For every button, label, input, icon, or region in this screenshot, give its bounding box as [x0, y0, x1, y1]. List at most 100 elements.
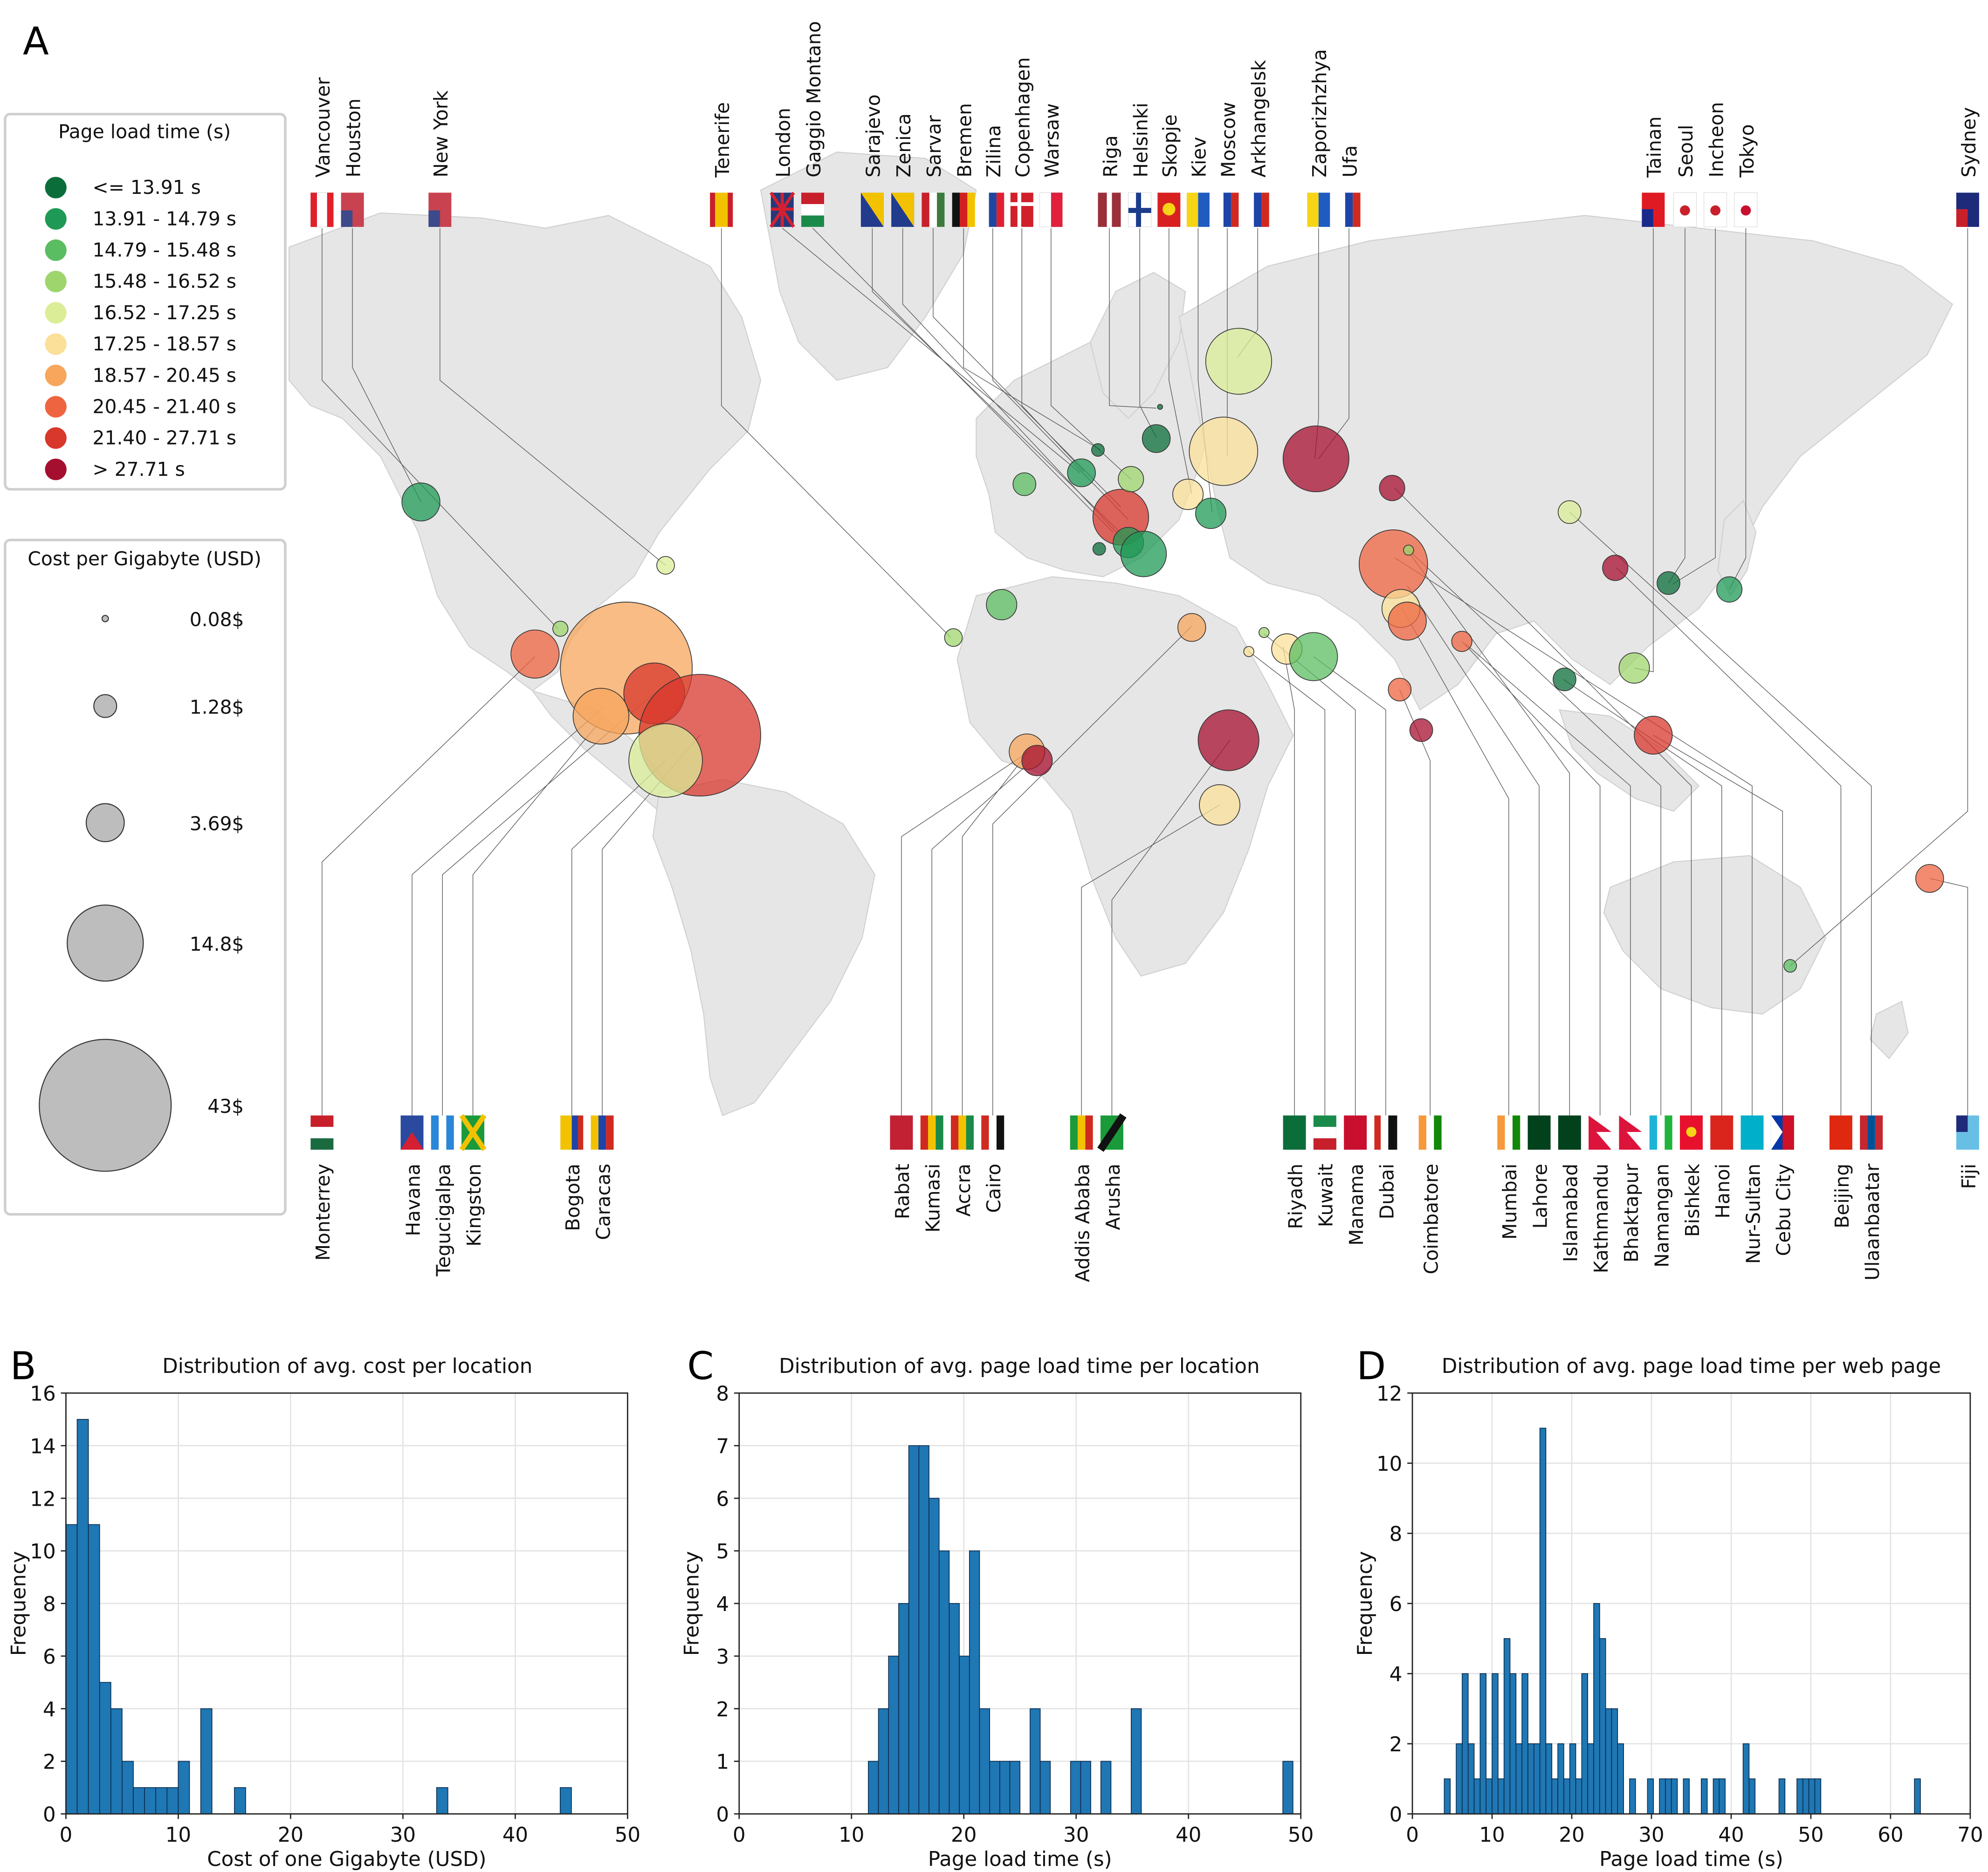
y-tick-label: 2 [1390, 1733, 1403, 1756]
legend-page-load-label: 18.57 - 20.45 s [93, 364, 236, 386]
flag-kyrgyzstan-sun [1686, 1127, 1697, 1137]
histogram-bar [1282, 1761, 1293, 1815]
histogram-bar [1515, 1743, 1522, 1815]
flag-russia [1216, 192, 1224, 227]
flag-taiwan-canton [1642, 209, 1653, 227]
bubble-copenhagen [1091, 443, 1105, 457]
flag-pakistan [1527, 1115, 1551, 1150]
flag-russia-red [1353, 192, 1361, 227]
flag-hungary-green [937, 192, 945, 227]
flag-tanzania-band [1097, 1113, 1127, 1152]
x-tick-label: 10 [839, 1824, 864, 1847]
flag-uzbekistan-blue [1649, 1115, 1658, 1150]
flag-india-white [1426, 1115, 1434, 1150]
x-tick-label: 50 [1288, 1824, 1314, 1847]
histogram-bar [1563, 1778, 1570, 1815]
histogram-bar [1539, 1427, 1547, 1815]
city-label-bottom: Addis Ababa [1071, 1164, 1094, 1282]
leader-line [1653, 735, 1783, 1116]
flag-slovakia-blue [989, 192, 997, 227]
bubble-kuwait [1259, 627, 1270, 638]
city-label-bottom: Kumasi [922, 1164, 944, 1233]
flag-poland-red [1051, 192, 1063, 227]
legend-page-load-marker [45, 177, 67, 199]
flag-colombia-red [578, 1115, 584, 1150]
flag-china [1829, 1115, 1852, 1150]
bubble-vancouver [401, 482, 440, 521]
histogram-bar [1569, 1743, 1576, 1815]
bubble-kathmandu [1451, 631, 1472, 652]
landmass-japan [1717, 500, 1757, 597]
flag-spain-red [728, 192, 733, 227]
flag-italy-green [801, 215, 824, 227]
histogram-bar [1492, 1673, 1499, 1815]
city-label-top: London [772, 108, 795, 178]
histogram-bar [938, 1550, 950, 1815]
histogram-bar [1551, 1778, 1558, 1815]
city-label-top: New York [430, 90, 452, 178]
bubble-kiev [1172, 479, 1204, 510]
bubble-london [1012, 472, 1037, 496]
leader-line [1929, 878, 1968, 1116]
histogram-bar [1778, 1778, 1786, 1815]
city-label-bottom: Caracas [592, 1164, 614, 1240]
leader-line [1399, 689, 1431, 1116]
y-tick-label: 3 [716, 1646, 729, 1669]
city-label-top: Skopje [1159, 114, 1181, 177]
x-tick-label: 30 [1063, 1824, 1089, 1847]
histogram-bar [969, 1550, 980, 1815]
y-tick-label: 2 [716, 1698, 729, 1721]
bubble-monterrey [510, 630, 560, 679]
histogram-bar [1100, 1761, 1112, 1815]
histogram-bar [1479, 1673, 1487, 1815]
histogram-panels: B C D 0 10 20 30 40 500246810121416Distributi… [7, 1344, 1983, 1871]
histogram-panel-c: 0 10 20 30 40 50 0 1 2 3 4 5 6 7 8 Distribution of avg.… [681, 1355, 1314, 1871]
leader-line [352, 228, 421, 502]
city-label-bottom: Kingston [463, 1164, 485, 1247]
flag-macedonia-sun [1163, 203, 1176, 216]
leader-line [1672, 228, 1716, 585]
histogram-bar [436, 1787, 448, 1815]
x-axis-label: Cost of one Gigabyte (USD) [207, 1848, 486, 1871]
leader-line [322, 656, 536, 1116]
legend-cost-label: 0.08$ [190, 609, 244, 631]
legend-page-load-marker [45, 396, 67, 418]
flag-ukraine [1186, 192, 1198, 227]
flag-india-white [1505, 1115, 1513, 1150]
bubble-sydney [1783, 959, 1797, 973]
histogram-bar [178, 1761, 190, 1815]
legend-cost-marker-small [101, 615, 109, 623]
histogram-bar [1521, 1673, 1528, 1815]
histogram-bar [144, 1787, 157, 1815]
flag-india [1497, 1115, 1505, 1150]
x-tick-label: 60 [1878, 1824, 1903, 1847]
bubble-tenerife [944, 628, 963, 647]
y-tick-label: 2 [43, 1751, 56, 1774]
histogram-bar [88, 1524, 100, 1815]
city-label-top: Zilina [983, 125, 1005, 178]
flag-usa-canton [341, 210, 353, 227]
bubble-mumbai [1388, 678, 1412, 701]
histogram-bar [1030, 1708, 1041, 1815]
histogram-bar [868, 1761, 879, 1815]
histogram-bar [929, 1498, 940, 1815]
y-tick-label: 0 [716, 1803, 729, 1827]
flag-india-green [1434, 1115, 1442, 1150]
flag-ghana-gold [928, 1115, 936, 1150]
leader-line [1402, 608, 1509, 1116]
flag-mongolia-blue [1867, 1115, 1875, 1150]
legend-page-load-label: 20.45 - 21.40 s [93, 395, 236, 418]
x-tick-label: 10 [165, 1824, 191, 1847]
legend-page-load-marker [45, 333, 67, 355]
bubble-bogota [628, 723, 703, 798]
leader-line [872, 228, 1142, 553]
flag-india [1418, 1115, 1426, 1150]
landmass-north-america [289, 212, 762, 692]
histogram-bar [959, 1655, 970, 1815]
y-tick-label: 8 [43, 1593, 56, 1616]
city-label-top: Tenerife [711, 102, 734, 178]
flag-kuwait-white [1313, 1127, 1336, 1138]
flag-ukraine [1307, 192, 1319, 227]
flag-russia-red [1231, 192, 1239, 227]
x-axis-label: Page load time (s) [1599, 1848, 1783, 1871]
